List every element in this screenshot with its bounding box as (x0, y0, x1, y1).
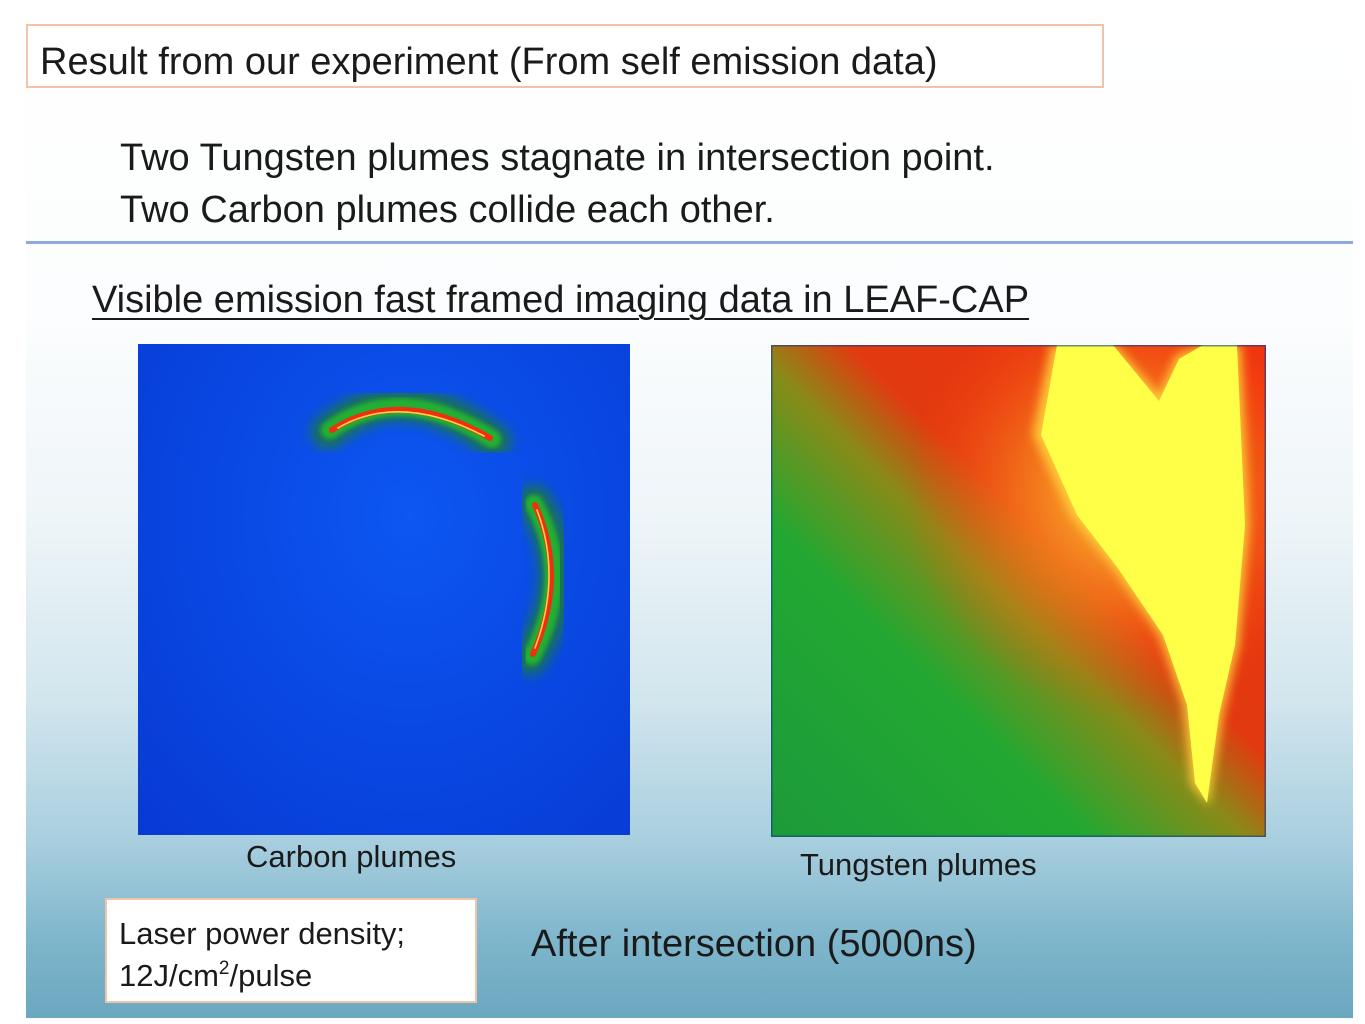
finding-carbon: Two Carbon plumes collide each other. (120, 189, 775, 231)
caption-carbon-plumes: Carbon plumes (246, 839, 457, 874)
timing-label: After intersection (5000ns) (531, 923, 977, 965)
title-box: Result from our experiment (From self em… (26, 24, 1104, 88)
carbon-plume-emission-image (311, 387, 573, 675)
carbon-plume-top (311, 387, 511, 458)
laser-value-suffix: /pulse (229, 958, 313, 993)
laser-power-box: Laser power density; 12J/cm2/pulse (105, 898, 477, 1003)
laser-power-value: 12J/cm2/pulse (119, 958, 312, 994)
tungsten-plume-image (771, 345, 1266, 837)
laser-power-label: Laser power density; (119, 916, 406, 951)
carbon-plume-right (513, 485, 573, 675)
section-subtitle: Visible emission fast framed imaging dat… (92, 279, 1030, 321)
slide: Result from our experiment (From self em… (26, 22, 1353, 1018)
finding-tungsten: Two Tungsten plumes stagnate in intersec… (120, 137, 995, 179)
tungsten-plume-emission-image (771, 345, 1266, 837)
laser-value-exponent: 2 (218, 958, 230, 979)
section-divider (26, 241, 1353, 244)
laser-value-prefix: 12J/cm (119, 958, 219, 993)
caption-tungsten-plumes: Tungsten plumes (800, 847, 1037, 882)
slide-title: Result from our experiment (From self em… (40, 41, 938, 83)
carbon-plume-image (138, 344, 630, 835)
